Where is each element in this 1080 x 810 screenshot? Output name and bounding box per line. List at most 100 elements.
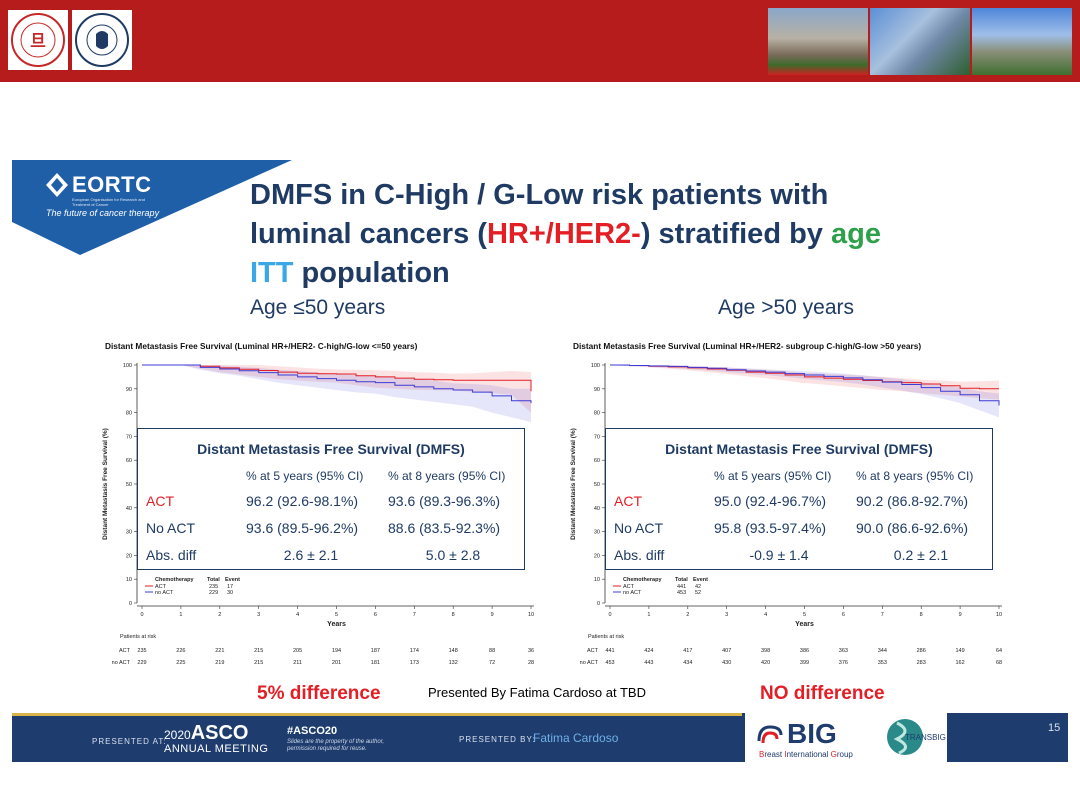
- dmfs-row-8yr: 93.6 (89.3-96.3%): [388, 493, 501, 509]
- y-axis-label: Distant Metastasis Free Survival (%): [102, 428, 109, 540]
- footer-gold-line: [12, 713, 742, 716]
- asco-name: ASCO: [190, 722, 249, 744]
- asco-logo: 2020ASCO: [164, 722, 249, 745]
- y-tick-label: 0: [129, 601, 132, 607]
- dmfs-row-label: Abs. diff: [146, 547, 197, 563]
- risk-value: 205: [293, 648, 302, 654]
- title-age: age: [831, 218, 881, 250]
- risk-value: 201: [332, 660, 341, 666]
- risk-value: 283: [917, 660, 926, 666]
- risk-value: 286: [917, 648, 926, 654]
- chart-left: Distant Metastasis Free Survival (Lumina…: [95, 338, 575, 673]
- dmfs-row-5yr: 2.6 ± 2.1: [283, 547, 339, 563]
- dmfs-row-8yr: 90.0 (86.6-92.6%): [856, 520, 969, 536]
- dmfs-col-5yr: % at 5 years (95% CI): [246, 469, 364, 483]
- y-tick-label: 10: [594, 577, 600, 583]
- legend-event: 52: [695, 590, 701, 596]
- dmfs-row-8yr: 5.0 ± 2.8: [425, 547, 481, 563]
- y-tick-label: 50: [126, 482, 132, 488]
- x-tick-label: 6: [374, 612, 377, 618]
- risk-value: 417: [683, 648, 692, 654]
- risk-value: 187: [371, 648, 380, 654]
- risk-value: 376: [839, 660, 848, 666]
- legend-total: 441: [677, 584, 686, 590]
- risk-value: 407: [722, 648, 731, 654]
- risk-value: 28: [528, 660, 534, 666]
- legend-header: Chemotherapy: [623, 577, 662, 583]
- risk-row-name: no ACT: [580, 660, 599, 666]
- eortc-icon: [46, 173, 68, 197]
- risk-value: 72: [489, 660, 495, 666]
- big-logo: BIG Breast International Group TRANSBIG: [745, 713, 947, 762]
- dmfs-row-label: ACT: [614, 493, 642, 509]
- y-tick-label: 10: [126, 577, 132, 583]
- dmfs-row-5yr: 95.8 (93.5-97.4%): [714, 520, 827, 536]
- dmfs-table-title: Distant Metastasis Free Survival (DMFS): [665, 441, 933, 457]
- legend-header: Event: [693, 577, 708, 583]
- presented-at-label: PRESENTED AT:: [92, 737, 167, 746]
- cancer-center-logo: [72, 10, 132, 70]
- title-text: ) stratified by: [640, 218, 831, 250]
- y-tick-label: 100: [591, 363, 600, 369]
- fudan-university-logo: 旦: [8, 10, 68, 70]
- risk-value: 430: [722, 660, 731, 666]
- risk-value: 363: [839, 648, 848, 654]
- presented-by-label: PRESENTED BY:: [459, 735, 536, 744]
- x-tick-label: 3: [257, 612, 260, 618]
- series-line-no-act: [610, 364, 1000, 406]
- risk-value: 386: [800, 648, 809, 654]
- page-number: 15: [1048, 722, 1061, 734]
- risk-value: 64: [996, 648, 1002, 654]
- legend-header: Total: [207, 577, 220, 583]
- legend-header: Chemotherapy: [155, 577, 194, 583]
- eortc-name: EORTC: [72, 172, 152, 197]
- chart-title: Distant Metastasis Free Survival (Lumina…: [573, 341, 921, 351]
- asco-year: 2020: [164, 728, 191, 742]
- risk-value: 353: [878, 660, 887, 666]
- title-itt: ITT: [250, 257, 294, 289]
- legend-name: no ACT: [623, 590, 642, 596]
- risk-value: 420: [761, 660, 770, 666]
- dmfs-row-label: No ACT: [146, 520, 196, 536]
- legend-total: 229: [209, 590, 218, 596]
- eortc-banner: [12, 160, 292, 255]
- presenter-name: Fatima Cardoso: [533, 731, 619, 745]
- legend-header: Event: [225, 577, 240, 583]
- x-tick-label: 9: [959, 612, 962, 618]
- title-text: luminal cancers (: [250, 218, 487, 250]
- dmfs-table: Distant Metastasis Free Survival (DMFS)%…: [137, 428, 525, 570]
- risk-row-name: no ACT: [112, 660, 131, 666]
- risk-value: 226: [176, 648, 185, 654]
- y-tick-label: 40: [594, 506, 600, 512]
- campus-photos: [768, 8, 1072, 75]
- x-tick-label: 5: [803, 612, 806, 618]
- dmfs-col-5yr: % at 5 years (95% CI): [714, 469, 832, 483]
- legend-name: no ACT: [155, 590, 174, 596]
- y-tick-label: 50: [594, 482, 600, 488]
- chart-svg: Distant Metastasis Free Survival (Lumina…: [570, 341, 1002, 666]
- y-tick-label: 60: [126, 458, 132, 464]
- risk-value: 162: [956, 660, 965, 666]
- risk-value: 215: [254, 648, 263, 654]
- risk-value: 215: [254, 660, 263, 666]
- x-tick-label: 10: [528, 612, 534, 618]
- y-tick-label: 20: [126, 553, 132, 559]
- x-tick-label: 9: [491, 612, 494, 618]
- campus-photo-2: [870, 8, 970, 75]
- x-axis-label: Years: [795, 621, 814, 628]
- big-icon: [757, 725, 783, 744]
- x-tick-label: 0: [140, 612, 143, 618]
- y-tick-label: 60: [594, 458, 600, 464]
- subtitle-right: Age >50 years: [718, 296, 855, 319]
- x-tick-label: 8: [452, 612, 455, 618]
- x-tick-label: 2: [218, 612, 221, 618]
- slide-title: DMFS in C-High / G-Low risk patients wit…: [250, 176, 1050, 293]
- risk-row-name: ACT: [119, 648, 131, 654]
- dmfs-col-8yr: % at 8 years (95% CI): [388, 469, 506, 483]
- annual-meeting: ANNUAL MEETING: [164, 743, 269, 755]
- dmfs-row-5yr: 95.0 (92.4-96.7%): [714, 493, 827, 509]
- x-axis-label: Years: [327, 621, 346, 628]
- risk-value: 443: [644, 660, 653, 666]
- footer-bar: PRESENTED AT: 2020ASCO ANNUAL MEETING #A…: [12, 713, 1068, 762]
- y-tick-label: 80: [126, 411, 132, 417]
